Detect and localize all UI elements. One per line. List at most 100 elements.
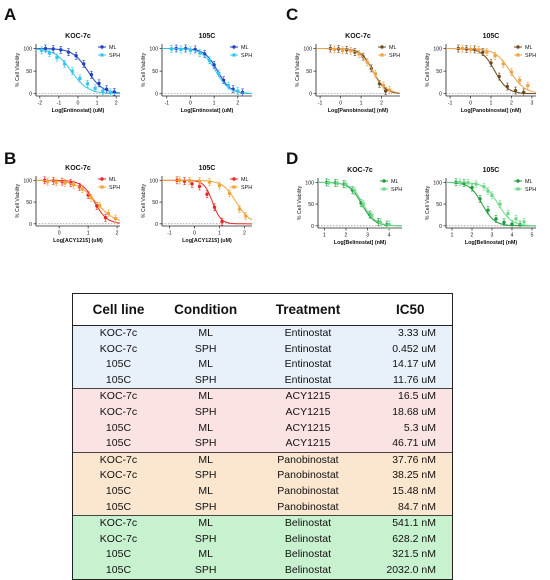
y-tick-label: 100 — [149, 47, 158, 53]
ic50-value: 11.76 uM — [393, 373, 436, 386]
header-condition: Condition — [163, 294, 248, 326]
data-point-sph — [474, 182, 478, 186]
data-point-sph — [198, 51, 202, 55]
x-tick-label: 2 — [236, 101, 239, 107]
ic50-table-grid: Cell line Condition Treatment IC50 KOC-7c ML… — [73, 294, 452, 579]
header-ic50: IC50 — [368, 294, 452, 326]
cell-line-value: 105C — [105, 500, 132, 513]
legend-marker — [516, 53, 520, 57]
data-point-sph — [236, 89, 240, 93]
data-point-ml — [89, 73, 94, 77]
cell-line-value: 105C — [105, 548, 132, 561]
data-point-ml — [522, 90, 526, 95]
treatment-value: ACY1215 — [285, 421, 331, 434]
x-tick-label: 2 — [116, 231, 119, 237]
data-point-ml — [104, 87, 109, 91]
data-point-sph — [468, 47, 473, 52]
data-point-sph — [486, 189, 490, 193]
condition-value: ML — [163, 451, 248, 469]
y-axis-label: % Cell Viability — [425, 185, 431, 220]
chart-0: KOC-7c 0 50 100 -2 -1 0 1 2 Log[Entinostat] (uM)%… — [15, 33, 120, 114]
treatment-value: Panobinostat — [247, 451, 369, 469]
legend-label: ML — [241, 45, 249, 51]
data-point-sph — [207, 180, 212, 184]
fit-curve-ml — [162, 179, 252, 225]
x-tick-label: 2 — [345, 233, 348, 239]
legend-label: SPH — [109, 53, 120, 59]
cell-line-value: KOC-7c — [73, 388, 164, 405]
treatment-value: Panobinostat — [277, 500, 339, 513]
fit-curve-sph — [35, 48, 121, 95]
data-point-sph — [72, 183, 76, 187]
data-point-sph — [388, 88, 392, 92]
data-point-ml — [112, 90, 116, 94]
x-axis-label: Log[Panobinostat] (nM) — [461, 108, 522, 114]
legend-label: SPH — [241, 185, 252, 191]
data-point-ml — [43, 46, 48, 51]
data-point-sph — [187, 179, 192, 183]
data-point-ml — [470, 185, 474, 190]
data-point-ml — [82, 62, 86, 66]
legend-marker — [100, 185, 104, 189]
legend-label: ML — [109, 45, 117, 51]
data-point-sph — [458, 180, 462, 184]
y-axis-label: % Cell Viability — [295, 52, 301, 87]
data-point-sph — [217, 183, 222, 188]
cell-line-value: 105C — [105, 437, 132, 450]
data-point-ml — [95, 204, 99, 208]
panel-label-b: B — [4, 149, 16, 168]
x-tick-label: -1 — [57, 101, 62, 107]
condition-value: SPH — [194, 469, 217, 482]
y-tick-label: 0 — [29, 222, 32, 228]
ic50-value: 84.7 nM — [398, 500, 436, 513]
data-point-sph — [349, 49, 353, 53]
data-point-sph — [387, 222, 391, 227]
data-point-ml — [494, 217, 498, 221]
data-point-sph — [80, 187, 84, 191]
data-point-ml — [103, 216, 108, 220]
data-point-sph — [106, 211, 111, 215]
treatment-value: ACY1215 — [285, 437, 331, 450]
cell-line-value: KOC-7c — [99, 342, 138, 355]
table-row: KOC-7c ML Panobinostat 37.76 nM — [73, 451, 452, 469]
x-tick-label: 1 — [213, 101, 216, 107]
legend-label: SPH — [389, 53, 400, 59]
legend-label: SPH — [391, 187, 402, 193]
data-point-sph — [506, 212, 510, 216]
x-tick-label: -1 — [318, 101, 323, 107]
legend-marker — [382, 179, 386, 183]
legend-label: SPH — [109, 185, 120, 191]
x-tick-label: 0 — [469, 101, 472, 107]
condition-value: ML — [198, 421, 213, 434]
x-axis-label: Log[Belinostat] (nM) — [465, 240, 518, 246]
data-point-sph — [526, 84, 530, 88]
data-point-ml — [510, 222, 514, 226]
cell-line-value: 105C — [105, 358, 132, 371]
data-point-sph — [70, 69, 74, 73]
x-axis-label: Log[ACY1215] (uM) — [182, 238, 232, 244]
data-point-sph — [217, 71, 221, 75]
data-point-sph — [482, 185, 486, 189]
table-row: 105C ML Entinostat 14.17 uM — [73, 357, 452, 373]
data-point-sph — [522, 220, 526, 224]
y-tick-label: 50 — [436, 69, 442, 75]
fit-curve-ml — [35, 48, 121, 94]
data-point-sph — [460, 46, 464, 51]
y-tick-label: 50 — [152, 69, 158, 75]
data-point-ml — [497, 74, 501, 79]
data-point-sph — [370, 213, 374, 217]
y-tick-label: 0 — [155, 222, 158, 228]
chart-2: KOC-7c 0 50 100 0 1 2 Log[ACY1215] (uM) % Cell V… — [15, 165, 120, 244]
condition-value: ML — [198, 484, 213, 497]
y-tick-label: 50 — [436, 202, 442, 208]
data-point-sph — [353, 189, 357, 193]
data-point-ml — [97, 81, 101, 86]
legend-marker — [516, 187, 520, 191]
data-point-ml — [190, 182, 194, 186]
y-tick-label: 100 — [23, 178, 32, 184]
data-point-sph — [45, 180, 50, 184]
cell-line-value: KOC-7c — [99, 532, 138, 545]
data-point-sph — [477, 48, 481, 52]
chart-title: KOC-7c — [345, 33, 371, 40]
